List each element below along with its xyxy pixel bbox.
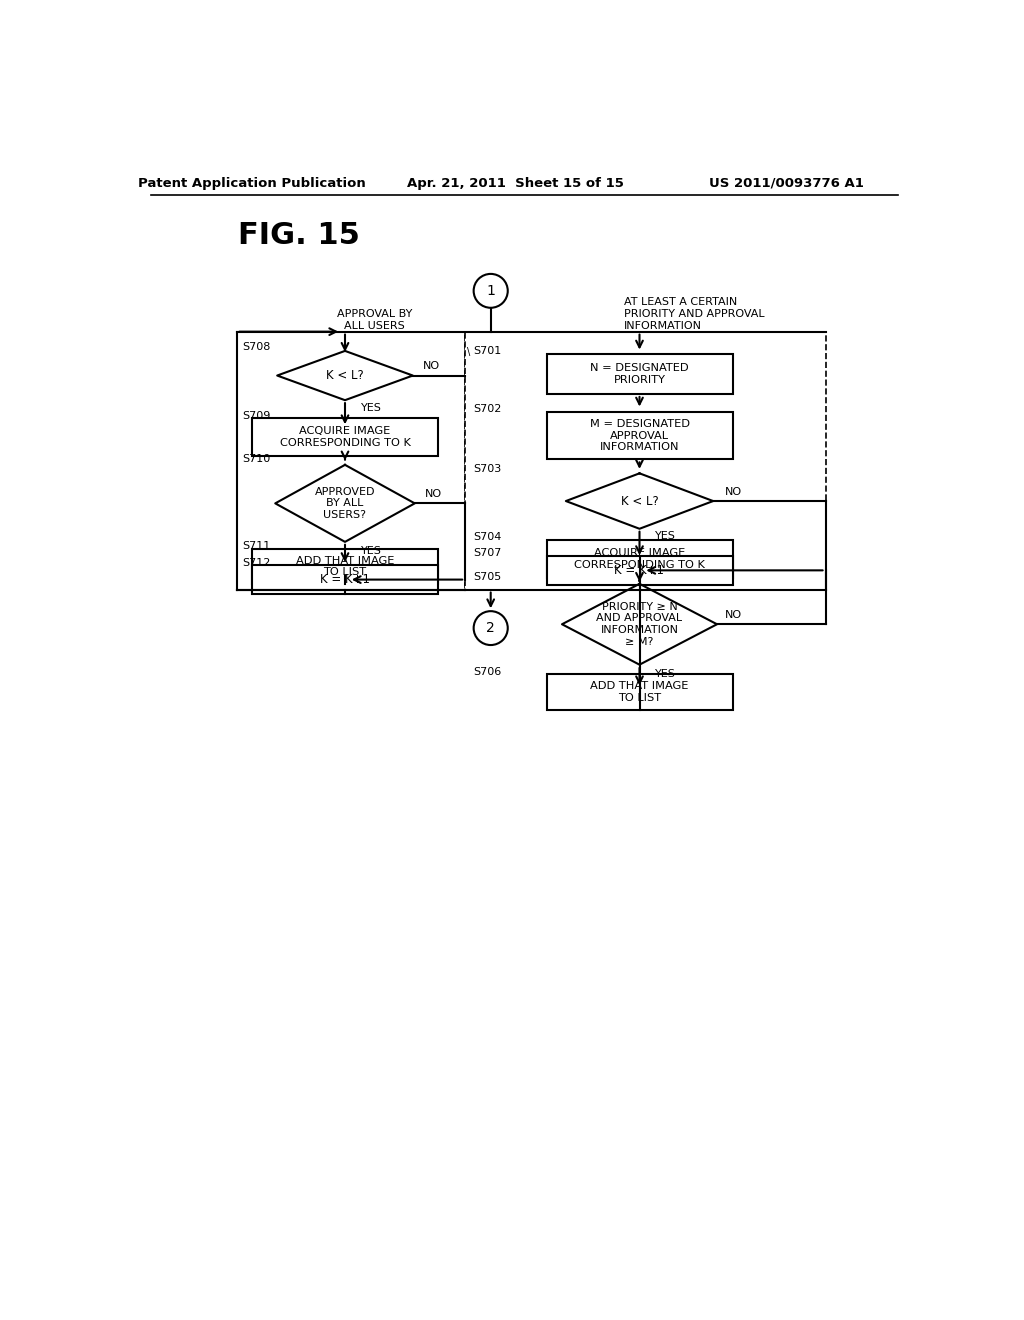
Polygon shape — [275, 465, 415, 543]
Text: YES: YES — [655, 668, 676, 678]
Text: US 2011/0093776 A1: US 2011/0093776 A1 — [710, 177, 864, 190]
Text: YES: YES — [360, 546, 381, 556]
Text: AT LEAST A CERTAIN
PRIORITY AND APPROVAL
INFORMATION: AT LEAST A CERTAIN PRIORITY AND APPROVAL… — [624, 297, 765, 330]
Text: NO: NO — [423, 362, 439, 371]
Circle shape — [474, 611, 508, 645]
Text: 2: 2 — [486, 622, 495, 635]
FancyBboxPatch shape — [547, 540, 732, 578]
Text: YES: YES — [360, 403, 381, 413]
Polygon shape — [562, 583, 717, 665]
Text: K = K+1: K = K+1 — [319, 573, 370, 586]
FancyBboxPatch shape — [252, 565, 438, 594]
Polygon shape — [278, 351, 413, 400]
Text: K < L?: K < L? — [621, 495, 658, 508]
Text: S712: S712 — [243, 557, 271, 568]
Text: Patent Application Publication: Patent Application Publication — [138, 177, 366, 190]
Text: PRIORITY ≥ N
AND APPROVAL
INFORMATION
≥ M?: PRIORITY ≥ N AND APPROVAL INFORMATION ≥ … — [596, 602, 683, 647]
Text: N = DESIGNATED
PRIORITY: N = DESIGNATED PRIORITY — [590, 363, 689, 385]
Text: S708: S708 — [243, 342, 271, 352]
Text: S707: S707 — [473, 548, 502, 558]
Text: S710: S710 — [243, 454, 271, 463]
FancyBboxPatch shape — [547, 556, 732, 585]
Text: S701: S701 — [473, 346, 501, 356]
FancyBboxPatch shape — [547, 675, 732, 710]
FancyBboxPatch shape — [252, 549, 438, 585]
Text: S709: S709 — [243, 411, 271, 421]
Circle shape — [474, 275, 508, 308]
FancyBboxPatch shape — [237, 331, 465, 590]
Text: APPROVED
BY ALL
USERS?: APPROVED BY ALL USERS? — [314, 487, 375, 520]
Text: K = K+1: K = K+1 — [614, 564, 665, 577]
Text: Apr. 21, 2011  Sheet 15 of 15: Apr. 21, 2011 Sheet 15 of 15 — [408, 177, 624, 190]
FancyBboxPatch shape — [547, 412, 732, 459]
Text: ACQUIRE IMAGE
CORRESPONDING TO K: ACQUIRE IMAGE CORRESPONDING TO K — [280, 426, 411, 447]
FancyBboxPatch shape — [547, 354, 732, 395]
Text: ADD THAT IMAGE
TO LIST: ADD THAT IMAGE TO LIST — [296, 556, 394, 577]
Text: NO: NO — [725, 610, 741, 620]
Text: S706: S706 — [473, 667, 501, 677]
FancyBboxPatch shape — [252, 418, 438, 457]
FancyBboxPatch shape — [465, 331, 825, 590]
Text: FIG. 15: FIG. 15 — [238, 220, 359, 249]
Text: S705: S705 — [473, 572, 501, 582]
Text: S711: S711 — [243, 541, 271, 552]
Text: S704: S704 — [473, 532, 502, 543]
Text: M = DESIGNATED
APPROVAL
INFORMATION: M = DESIGNATED APPROVAL INFORMATION — [590, 418, 689, 453]
Text: ACQUIRE IMAGE
CORRESPONDING TO K: ACQUIRE IMAGE CORRESPONDING TO K — [574, 548, 705, 570]
Text: APPROVAL BY
ALL USERS: APPROVAL BY ALL USERS — [337, 309, 412, 331]
Text: \: \ — [467, 347, 471, 358]
Text: ADD THAT IMAGE
TO LIST: ADD THAT IMAGE TO LIST — [590, 681, 689, 702]
Text: YES: YES — [655, 532, 676, 541]
Text: NO: NO — [725, 487, 741, 496]
Text: NO: NO — [425, 490, 442, 499]
Text: S703: S703 — [473, 463, 501, 474]
Polygon shape — [566, 474, 713, 529]
Text: S702: S702 — [473, 404, 502, 414]
Text: 1: 1 — [486, 284, 496, 298]
Text: K < L?: K < L? — [326, 370, 364, 381]
